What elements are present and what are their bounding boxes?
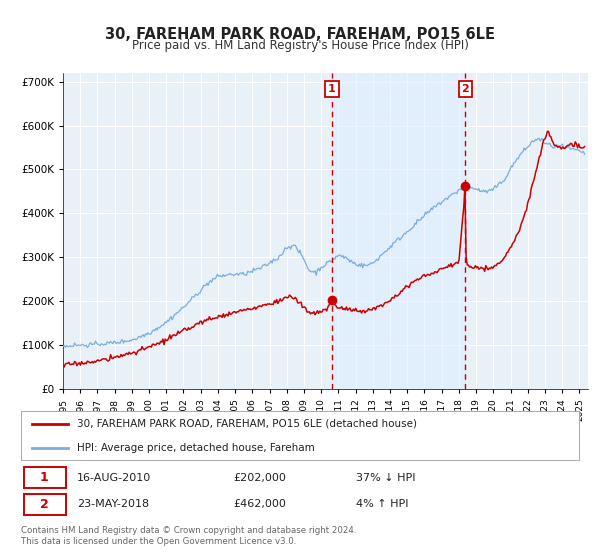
Text: 1: 1 [328,84,336,94]
Text: 30, FAREHAM PARK ROAD, FAREHAM, PO15 6LE (detached house): 30, FAREHAM PARK ROAD, FAREHAM, PO15 6LE… [77,419,417,429]
Text: £462,000: £462,000 [233,499,286,509]
FancyBboxPatch shape [24,493,65,515]
Text: 16-AUG-2010: 16-AUG-2010 [77,473,151,483]
Text: 23-MAY-2018: 23-MAY-2018 [77,499,149,509]
Text: £202,000: £202,000 [233,473,286,483]
Text: 4% ↑ HPI: 4% ↑ HPI [356,499,409,509]
Text: This data is licensed under the Open Government Licence v3.0.: This data is licensed under the Open Gov… [21,537,296,546]
Text: HPI: Average price, detached house, Fareham: HPI: Average price, detached house, Fare… [77,442,314,452]
Text: Price paid vs. HM Land Registry's House Price Index (HPI): Price paid vs. HM Land Registry's House … [131,39,469,53]
Text: 37% ↓ HPI: 37% ↓ HPI [356,473,415,483]
FancyBboxPatch shape [24,467,65,488]
Text: 30, FAREHAM PARK ROAD, FAREHAM, PO15 6LE: 30, FAREHAM PARK ROAD, FAREHAM, PO15 6LE [105,27,495,42]
Text: 1: 1 [40,471,49,484]
Polygon shape [332,73,466,389]
Text: 2: 2 [40,498,49,511]
Text: 2: 2 [461,84,469,94]
Text: Contains HM Land Registry data © Crown copyright and database right 2024.: Contains HM Land Registry data © Crown c… [21,526,356,535]
